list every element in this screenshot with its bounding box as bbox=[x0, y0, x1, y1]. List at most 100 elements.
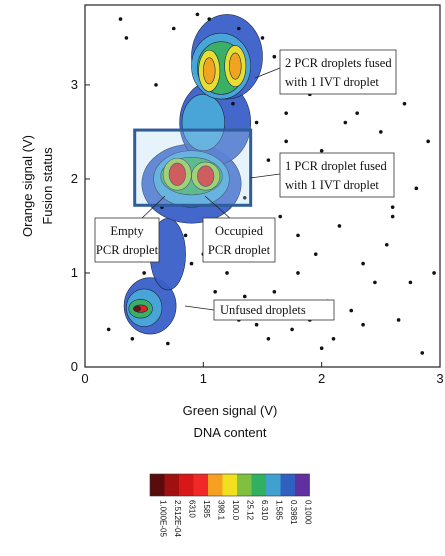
colorbar-swatch bbox=[164, 474, 179, 496]
colorbar-label: 25.12 bbox=[245, 500, 254, 521]
scatter-point bbox=[355, 111, 359, 115]
scatter-point bbox=[284, 139, 288, 144]
scatter-point bbox=[183, 233, 188, 238]
scatter-point bbox=[390, 214, 395, 219]
annotation: with 1 IVT droplet bbox=[285, 75, 379, 89]
colorbar-label: 0.3981 bbox=[289, 500, 298, 525]
scatter-point bbox=[432, 271, 436, 275]
annotation: with 1 IVT droplet bbox=[285, 178, 379, 192]
leader-line bbox=[184, 305, 215, 311]
colorbar-label: 6.310 bbox=[260, 500, 269, 521]
scatter-point bbox=[396, 318, 401, 322]
density-contour bbox=[197, 165, 215, 187]
y-tick-label: 0 bbox=[71, 359, 78, 374]
annotation: Unfused droplets bbox=[220, 303, 306, 317]
scatter-point bbox=[373, 280, 377, 285]
highlight-box bbox=[133, 128, 253, 207]
colorbar-label: 1585 bbox=[202, 500, 211, 518]
annotation-box bbox=[94, 217, 160, 263]
scatter-point bbox=[414, 186, 419, 191]
scatter-point bbox=[319, 148, 324, 153]
density-contour bbox=[133, 305, 141, 312]
axes: 0 1 2 3 0 1 2 3 bbox=[71, 4, 444, 386]
colorbar-label: 100.0 bbox=[231, 500, 240, 521]
annotation: PCR droplet bbox=[96, 243, 159, 257]
scatter-point bbox=[254, 322, 259, 327]
colorbar-swatch bbox=[251, 474, 266, 496]
y-tick-label: 2 bbox=[71, 171, 78, 186]
colorbar-swatch bbox=[193, 474, 208, 496]
y-tick-label: 3 bbox=[71, 77, 78, 92]
colorbar-label: 1.000E-05 bbox=[158, 500, 167, 537]
leader-line bbox=[204, 195, 233, 221]
colorbar-label: 398.1 bbox=[216, 500, 225, 521]
y-axis-label: Fusion status bbox=[40, 147, 55, 225]
scatter-point bbox=[260, 36, 265, 40]
x-tick-label: 1 bbox=[200, 371, 207, 386]
colorbar-label: 6310 bbox=[187, 500, 196, 518]
scatter-point bbox=[142, 271, 146, 275]
annotations: 2 PCR droplets fused with 1 IVT droplet … bbox=[94, 49, 397, 321]
scatter-point bbox=[284, 111, 288, 115]
scatter-point bbox=[106, 327, 111, 332]
scatter-point bbox=[349, 308, 354, 313]
colorbar-swatch bbox=[295, 474, 310, 496]
plot-area bbox=[106, 12, 436, 355]
scatter-point bbox=[426, 139, 430, 144]
scatter-point bbox=[313, 252, 318, 256]
scatter-point bbox=[130, 336, 135, 341]
scatter-point bbox=[390, 205, 395, 209]
annotation-box bbox=[279, 49, 397, 95]
scatter-point bbox=[231, 101, 235, 106]
scatter-point bbox=[408, 280, 413, 285]
colorbar-swatch bbox=[179, 474, 194, 496]
scatter-point bbox=[420, 351, 425, 355]
density bbox=[106, 12, 436, 355]
x-tick-label: 2 bbox=[318, 371, 325, 386]
scatter-point bbox=[379, 130, 383, 134]
scatter-point bbox=[272, 54, 277, 59]
annotation: PCR droplet bbox=[208, 243, 271, 257]
colorbar-label: 1.585 bbox=[274, 500, 283, 521]
colorbar-label: 2.512E-04 bbox=[173, 500, 182, 537]
leader-line bbox=[139, 195, 166, 221]
scatter-point bbox=[237, 26, 241, 31]
scatter-point bbox=[343, 120, 348, 125]
colorbar-swatch bbox=[222, 474, 237, 496]
y-tick-label: 1 bbox=[71, 265, 78, 280]
scatter-point bbox=[331, 336, 336, 341]
x-tick-label: 0 bbox=[81, 371, 88, 386]
colorbar-swatch bbox=[237, 474, 252, 496]
scatter-point bbox=[278, 214, 283, 219]
scatter-point bbox=[171, 26, 176, 31]
colorbar-frame bbox=[149, 473, 310, 497]
scatter-point bbox=[195, 12, 200, 17]
x-axis-label: DNA content bbox=[194, 425, 267, 440]
scatter-point bbox=[296, 271, 300, 275]
scatter-point bbox=[242, 195, 247, 200]
annotation-box bbox=[202, 217, 276, 263]
x-tick-label: 3 bbox=[436, 371, 443, 386]
colorbar-swatch bbox=[280, 474, 295, 496]
annotation-box bbox=[213, 299, 335, 321]
annotation-box bbox=[279, 152, 395, 198]
scatter-point bbox=[242, 294, 247, 299]
leader-line bbox=[249, 173, 281, 179]
colorbar-swatch bbox=[266, 474, 281, 496]
scatter-point bbox=[213, 289, 217, 294]
scatter-point bbox=[337, 224, 342, 228]
density-contour bbox=[229, 52, 242, 80]
scatter-point bbox=[166, 341, 170, 346]
scatter-point bbox=[124, 36, 129, 40]
scatter-point bbox=[118, 17, 123, 21]
annotation: 2 PCR droplets fused bbox=[285, 56, 392, 70]
colorbar-swatch bbox=[150, 474, 165, 496]
scatter-point bbox=[189, 261, 194, 266]
scatter-point bbox=[254, 120, 259, 125]
scatter-point bbox=[319, 346, 324, 350]
scatter-point bbox=[225, 271, 229, 275]
scatter-point bbox=[361, 322, 365, 327]
annotation: Occupied bbox=[215, 224, 264, 238]
density-contour bbox=[181, 94, 225, 152]
